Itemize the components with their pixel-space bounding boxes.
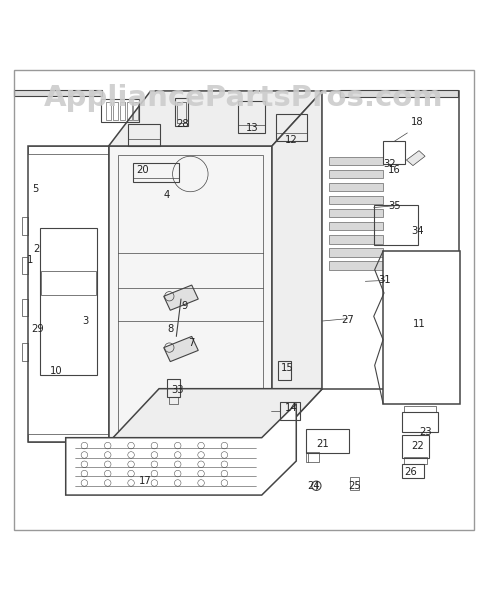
Text: 14: 14 (285, 403, 298, 413)
Bar (374, 205, 418, 245)
Text: 32: 32 (383, 159, 396, 169)
Text: 5: 5 (32, 184, 38, 194)
Bar (113, 102, 118, 120)
Bar (169, 397, 178, 404)
Bar (121, 102, 125, 120)
Text: 33: 33 (171, 385, 184, 395)
Bar (127, 102, 132, 120)
Bar (402, 464, 424, 478)
Bar (402, 436, 429, 458)
Text: 1: 1 (27, 256, 34, 265)
Bar (22, 299, 28, 316)
Bar (404, 457, 427, 464)
Bar (118, 155, 263, 433)
Bar (28, 434, 109, 442)
Text: 27: 27 (341, 314, 354, 325)
Text: 22: 22 (411, 440, 424, 451)
Polygon shape (66, 404, 296, 495)
Text: 20: 20 (136, 165, 148, 175)
Text: 3: 3 (82, 316, 88, 326)
Bar (41, 271, 96, 295)
Bar (281, 402, 300, 421)
Bar (239, 101, 265, 133)
Text: 2: 2 (33, 244, 40, 254)
Text: 35: 35 (388, 201, 401, 211)
Bar (278, 361, 291, 380)
Bar (22, 217, 28, 235)
Polygon shape (14, 90, 102, 95)
Text: 4: 4 (164, 190, 170, 200)
Bar (28, 146, 109, 154)
Bar (305, 429, 348, 453)
Bar (106, 102, 111, 120)
Text: 11: 11 (413, 319, 426, 329)
Bar (383, 142, 406, 164)
Bar (22, 257, 28, 274)
Text: 26: 26 (405, 467, 417, 477)
Text: AppliancePartsPros.com: AppliancePartsPros.com (44, 85, 444, 112)
Text: 21: 21 (316, 439, 329, 449)
Text: 9: 9 (181, 301, 187, 311)
Text: 31: 31 (379, 275, 391, 286)
Text: 23: 23 (419, 427, 431, 437)
Bar (133, 163, 179, 182)
Bar (329, 183, 383, 191)
Text: 8: 8 (167, 324, 173, 334)
Text: 13: 13 (246, 123, 259, 133)
Text: 7: 7 (188, 338, 195, 348)
Text: 10: 10 (50, 366, 62, 376)
Bar (305, 452, 319, 463)
Bar (329, 248, 383, 257)
Bar (329, 222, 383, 230)
Polygon shape (383, 251, 460, 404)
Text: 29: 29 (31, 324, 44, 334)
Text: 15: 15 (281, 362, 293, 373)
Polygon shape (109, 91, 323, 146)
Polygon shape (323, 91, 459, 389)
Polygon shape (340, 90, 458, 97)
Bar (329, 157, 383, 165)
Polygon shape (28, 146, 109, 442)
Text: 25: 25 (349, 481, 362, 491)
Bar (101, 100, 139, 122)
Bar (329, 235, 383, 244)
Polygon shape (109, 389, 323, 442)
Bar (22, 343, 28, 361)
Bar (350, 478, 359, 490)
Text: 24: 24 (307, 481, 319, 491)
Bar (40, 227, 97, 374)
Text: 28: 28 (176, 119, 189, 128)
Polygon shape (164, 337, 198, 362)
Polygon shape (407, 151, 425, 166)
Bar (276, 114, 307, 142)
Bar (177, 102, 186, 122)
Text: 17: 17 (139, 476, 151, 486)
Bar (175, 98, 188, 127)
Text: 16: 16 (388, 165, 401, 175)
Bar (404, 406, 436, 412)
Text: 18: 18 (411, 117, 424, 127)
Bar (329, 261, 383, 269)
Bar (329, 196, 383, 205)
Text: 12: 12 (285, 136, 298, 145)
Polygon shape (164, 285, 198, 310)
Bar (128, 124, 160, 146)
Polygon shape (272, 91, 323, 442)
Bar (329, 209, 383, 217)
Bar (329, 170, 383, 178)
Bar (167, 379, 180, 397)
Bar (402, 412, 438, 431)
Polygon shape (109, 146, 272, 442)
Text: 34: 34 (411, 226, 424, 236)
Bar (133, 102, 138, 120)
